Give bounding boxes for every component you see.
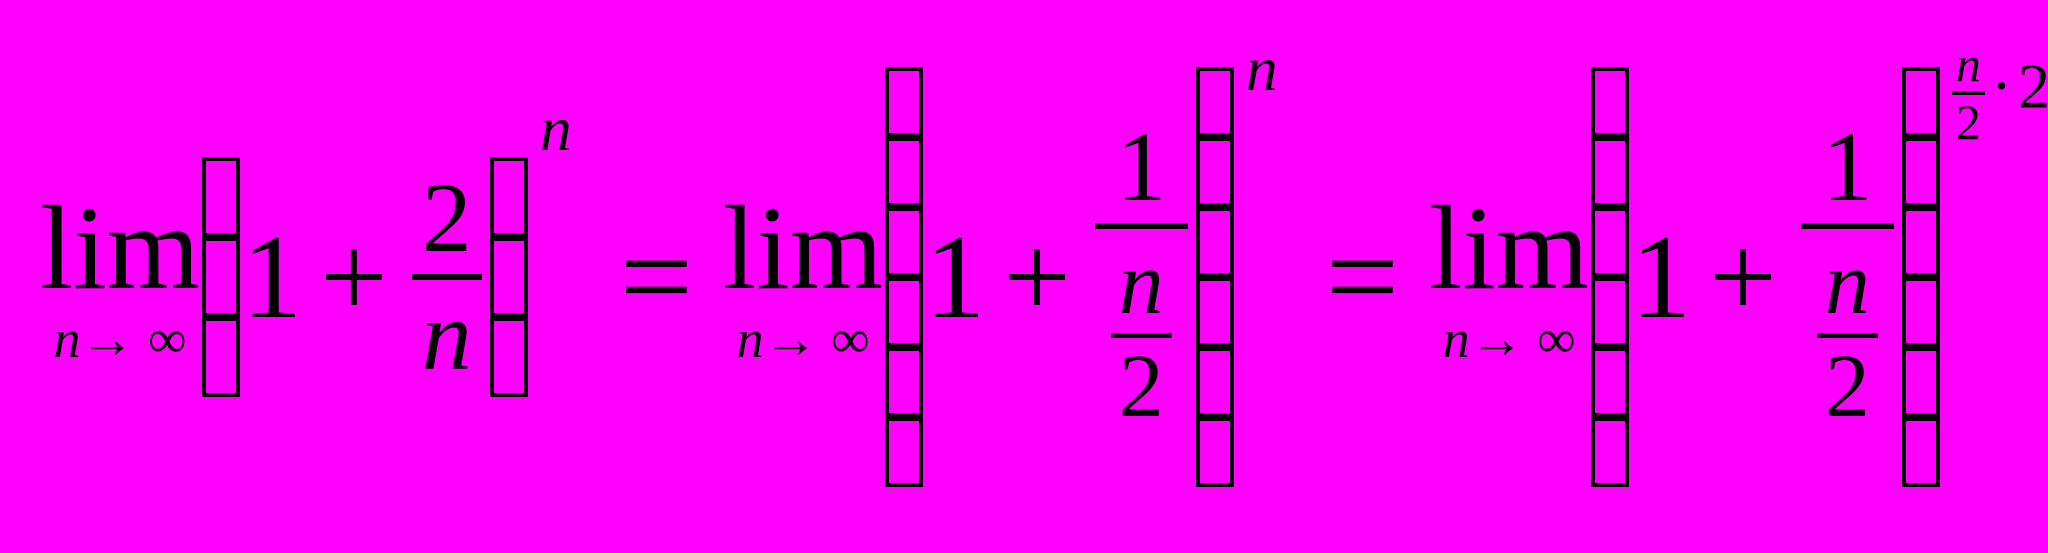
frac-num: 1 [1106, 111, 1176, 223]
exp-frac-num: n [1952, 37, 1985, 91]
frac-num: 1 [1812, 111, 1882, 223]
frac-den: n [412, 280, 482, 392]
one-1: 1 [242, 217, 302, 337]
exp-frac-den: 2 [1952, 95, 1985, 149]
nested-num: n [1111, 235, 1172, 333]
lim-subscript: n→ ∞ [737, 312, 870, 366]
lim-infinity: ∞ [1537, 309, 1576, 369]
limit-3: lim n→ ∞ [1429, 188, 1589, 366]
lim-subscript: n→ ∞ [54, 312, 187, 366]
lim-label: lim [40, 188, 200, 308]
limit-2: lim n→ ∞ [723, 188, 883, 366]
lim-infinity: ∞ [831, 309, 870, 369]
exp-tail: 2 [2018, 50, 2048, 121]
nested-frac-n-over-2: n 2 [1111, 235, 1172, 436]
limit-1: lim n→ ∞ [40, 188, 200, 366]
frac-num: 2 [412, 162, 482, 274]
plus-3: + [1709, 217, 1777, 337]
exponent-3: n 2 ·2 [1952, 37, 2048, 149]
fraction-2-over-n: 2 n [412, 162, 482, 392]
right-bracket-3 [1902, 67, 1940, 487]
right-bracket-3-with-exp: n 2 ·2 [1900, 67, 1942, 487]
equals-1: = [620, 212, 693, 342]
paren-group-3: 1 + 1 n 2 n 2 ·2 [1589, 67, 1942, 487]
equals-2: = [1326, 212, 1399, 342]
nested-den: 2 [1817, 338, 1878, 436]
exp-frac-n-over-2: n 2 [1952, 37, 1985, 149]
lim-label: lim [723, 188, 883, 308]
nested-den: 2 [1111, 338, 1172, 436]
lim-subscript: n→ ∞ [1443, 312, 1576, 366]
fraction-1-over-n2: 1 n 2 [1095, 111, 1188, 442]
lim-label: lim [1429, 188, 1589, 308]
lim-arrow: → [764, 309, 818, 369]
exponent-1: n [540, 97, 572, 161]
exp-cdot: · [1991, 50, 2012, 121]
left-bracket-3 [1591, 67, 1629, 487]
plus-1: + [320, 217, 388, 337]
exponent-2: n [1246, 37, 1278, 101]
one-3: 1 [1631, 217, 1691, 337]
equation: lim n→ ∞ 1 + 2 n n = lim n→ ∞ [40, 67, 2048, 487]
left-bracket-2 [885, 67, 923, 487]
one-2: 1 [925, 217, 985, 337]
lim-var: n [737, 309, 764, 369]
right-bracket-1 [490, 157, 528, 397]
frac-den-nested: n 2 [1095, 229, 1188, 442]
frac-den-nested: n 2 [1801, 229, 1894, 442]
paren-group-2: 1 + 1 n 2 n [883, 67, 1236, 487]
paren-group-1: 1 + 2 n n [200, 157, 530, 397]
left-bracket-1 [202, 157, 240, 397]
lim-arrow: → [1470, 309, 1524, 369]
right-bracket-1-with-exp: n [488, 157, 530, 397]
lim-var: n [1443, 309, 1470, 369]
lim-infinity: ∞ [148, 309, 187, 369]
lim-var: n [54, 309, 81, 369]
right-bracket-2-with-exp: n [1194, 67, 1236, 487]
right-bracket-2 [1196, 67, 1234, 487]
nested-num: n [1817, 235, 1878, 333]
fraction-1-over-n2-b: 1 n 2 [1801, 111, 1894, 442]
lim-arrow: → [81, 309, 135, 369]
nested-frac-n-over-2: n 2 [1817, 235, 1878, 436]
plus-2: + [1003, 217, 1071, 337]
